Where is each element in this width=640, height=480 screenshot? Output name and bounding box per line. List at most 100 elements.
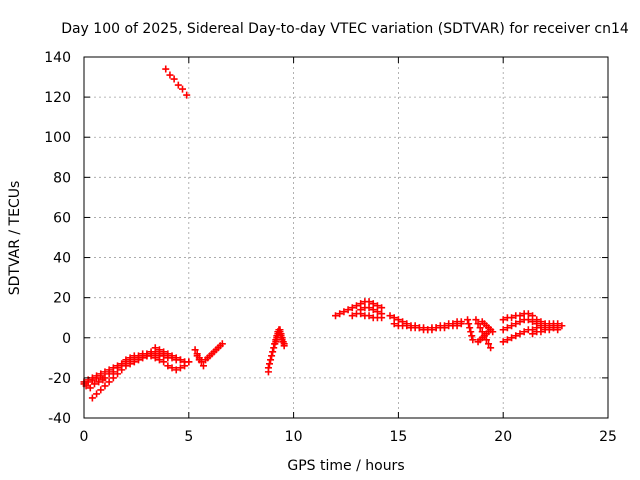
data-point: [467, 328, 475, 336]
series-arc-22: [529, 322, 566, 338]
data-point: [524, 310, 532, 318]
data-point: [478, 328, 486, 336]
y-tick-label: 120: [44, 90, 71, 106]
series-arc-4: [88, 352, 189, 402]
series-arc-12: [357, 304, 386, 318]
data-point: [118, 366, 126, 374]
data-point: [489, 328, 497, 336]
series-arc-10: [332, 298, 386, 320]
data-point: [265, 360, 273, 368]
x-tick-label: 5: [184, 429, 193, 445]
y-tick-label: -20: [48, 371, 71, 387]
series-arc-21: [499, 320, 562, 346]
data-point: [529, 318, 537, 326]
y-tick-label: 40: [53, 251, 71, 267]
data-point: [524, 316, 532, 324]
data-point: [160, 358, 168, 366]
data-point: [195, 356, 203, 364]
data-point: [164, 350, 172, 358]
data-point: [340, 308, 348, 316]
data-point: [276, 326, 284, 334]
data-point: [428, 326, 436, 334]
data-point: [378, 304, 386, 312]
grid: [84, 57, 608, 418]
data-point: [199, 362, 207, 370]
data-point: [487, 344, 495, 352]
data-point: [508, 322, 516, 330]
y-tick-label: 20: [53, 291, 71, 307]
data-point: [545, 326, 553, 334]
y-tick-label: 100: [44, 130, 71, 146]
data-point: [164, 362, 172, 370]
data-point: [554, 324, 562, 332]
data-point: [179, 85, 187, 93]
data-point: [183, 91, 191, 99]
data-points: [80, 65, 566, 402]
series-arc-18: [478, 318, 497, 336]
data-point: [278, 334, 286, 342]
data-point: [415, 324, 423, 332]
data-point: [118, 360, 126, 368]
data-point: [516, 318, 524, 326]
data-point: [352, 302, 360, 310]
data-point: [472, 316, 480, 324]
data-point: [166, 71, 174, 79]
data-point: [558, 322, 566, 330]
data-point: [155, 356, 163, 364]
data-point: [101, 374, 109, 382]
data-point: [503, 324, 511, 332]
data-point: [268, 352, 276, 360]
data-point: [482, 336, 490, 344]
data-point: [520, 328, 528, 336]
series-arc-20: [499, 316, 562, 334]
data-point: [512, 332, 520, 340]
data-point: [332, 312, 340, 320]
data-point: [469, 336, 477, 344]
data-point: [109, 374, 117, 382]
data-point: [151, 354, 159, 362]
data-point: [373, 302, 381, 310]
data-point: [139, 354, 147, 362]
data-point: [512, 320, 520, 328]
data-point: [267, 356, 275, 364]
data-point: [101, 368, 109, 376]
data-point: [529, 312, 537, 320]
data-point: [109, 364, 117, 372]
chart-title: Day 100 of 2025, Sidereal Day-to-day VTE…: [61, 21, 629, 37]
data-point: [465, 320, 473, 328]
data-point: [114, 362, 122, 370]
data-point: [516, 312, 524, 320]
y-tick-label: 140: [44, 50, 71, 66]
data-point: [191, 346, 199, 354]
data-point: [279, 338, 287, 346]
x-tick-label: 20: [494, 429, 512, 445]
data-point: [485, 340, 493, 348]
data-point: [95, 378, 103, 386]
data-point: [147, 352, 155, 360]
data-point: [160, 348, 168, 356]
data-point: [90, 380, 98, 388]
data-point: [277, 330, 285, 338]
data-point: [122, 362, 130, 370]
data-point: [369, 300, 377, 308]
data-point: [93, 390, 101, 398]
data-point: [264, 364, 272, 372]
y-tick-label: 80: [53, 170, 71, 186]
x-axis-label: GPS time / hours: [287, 458, 404, 474]
data-point: [365, 304, 373, 312]
data-point: [537, 328, 545, 336]
data-point: [269, 348, 277, 356]
data-point: [172, 366, 180, 374]
data-point: [134, 356, 142, 364]
data-point: [168, 352, 176, 360]
data-point: [348, 304, 356, 312]
data-point: [386, 312, 394, 320]
data-point: [499, 326, 507, 334]
series-arc-9: [271, 326, 288, 350]
data-point: [378, 310, 386, 318]
series-arc-7: [202, 340, 226, 364]
data-point: [336, 310, 344, 318]
data-point: [457, 320, 465, 328]
data-point: [369, 306, 377, 314]
